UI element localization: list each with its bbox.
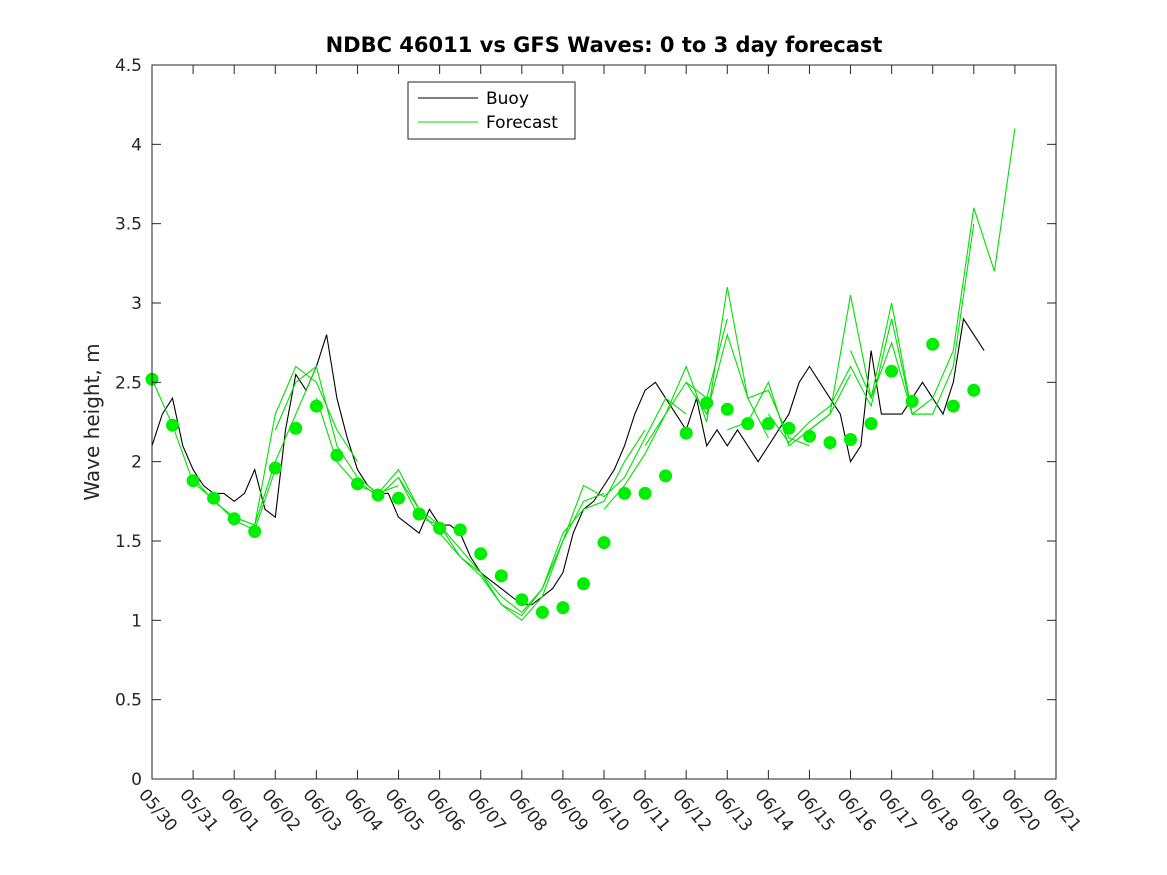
y-tick-label: 4.5 [115, 56, 142, 76]
x-tick-label: 06/10 [586, 785, 633, 835]
marker-layer [145, 337, 981, 619]
y-tick-label: 0 [131, 770, 142, 790]
x-tick-label: 06/07 [463, 785, 510, 835]
x-tick-label: 06/21 [1038, 785, 1085, 835]
forecast-point [741, 417, 755, 431]
x-tick-label: 06/20 [997, 785, 1044, 835]
y-axis: 0 0.5 1 1.5 2 2.5 3 3.5 4 4.5 [115, 56, 1056, 790]
x-tick-label: 06/14 [751, 785, 798, 835]
forecast-point [227, 512, 241, 526]
x-tick-label: 06/01 [216, 785, 263, 835]
y-tick-label: 3 [131, 294, 142, 314]
legend-box [407, 81, 576, 140]
forecast-point [823, 436, 837, 450]
x-tick-label: 06/15 [792, 785, 839, 835]
y-tick-label: 0.5 [115, 691, 142, 711]
x-tick-label: 06/13 [709, 785, 756, 835]
forecast-point [905, 394, 919, 408]
forecast-point [885, 364, 899, 378]
x-tick-label: 06/04 [340, 785, 387, 835]
forecast-point [494, 569, 508, 583]
forecast-point [309, 399, 323, 413]
forecast-point [967, 383, 981, 397]
forecast-point [248, 525, 262, 538]
forecast-point [392, 491, 405, 505]
legend-forecast-label: Forecast [486, 113, 558, 133]
forecast-point [453, 523, 467, 537]
forecast-member-line-18 [891, 128, 1016, 416]
forecast-point [926, 337, 940, 351]
forecast-point [679, 426, 693, 440]
forecast-point [474, 547, 488, 561]
forecast-point [761, 417, 775, 431]
forecast-point [207, 491, 221, 505]
y-axis-label: Wave height, m [80, 343, 104, 500]
forecast-member-line-15 [767, 318, 893, 444]
forecast-point [618, 486, 631, 500]
forecast-point [844, 433, 857, 446]
forecast-member-line-10 [562, 397, 687, 542]
y-tick-label: 4 [131, 135, 142, 155]
x-tick-label: 06/17 [874, 785, 921, 835]
forecast-point [659, 469, 673, 483]
x-tick-label: 06/16 [833, 785, 880, 835]
y-tick-label: 1.5 [115, 532, 142, 552]
x-tick-label: 06/09 [545, 785, 592, 835]
forecast-point [186, 474, 200, 488]
x-tick-label: 06/18 [915, 785, 962, 835]
x-tick-label: 05/30 [134, 785, 181, 835]
forecast-point [412, 507, 426, 521]
forecast-point [371, 488, 385, 502]
x-tick-label: 06/02 [257, 785, 304, 835]
forecast-point [556, 601, 570, 615]
forecast-point [803, 429, 816, 443]
chart-title: NDBC 46011 vs GFS Waves: 0 to 3 day fore… [326, 33, 883, 57]
forecast-point [946, 399, 960, 413]
x-tick-label: 06/03 [299, 785, 346, 835]
forecast-point [597, 536, 611, 550]
forecast-point [330, 448, 344, 462]
x-tick-label: 05/31 [175, 785, 222, 835]
x-tick-label: 06/08 [504, 785, 551, 835]
forecast-point [268, 461, 282, 475]
forecast-member-line-13 [685, 332, 810, 447]
y-tick-label: 3.5 [115, 215, 142, 235]
legend: Buoy Forecast [407, 81, 576, 140]
y-tick-label: 2.5 [115, 373, 142, 393]
x-tick-label: 06/05 [381, 785, 428, 835]
forecast-point [289, 421, 303, 435]
forecast-point [700, 396, 714, 410]
legend-buoy-label: Buoy [486, 89, 529, 109]
forecast-point [864, 417, 878, 431]
x-tick-label: 06/06 [422, 785, 469, 835]
forecast-point [535, 605, 549, 619]
y-tick-label: 2 [131, 453, 142, 473]
x-tick-label: 06/12 [668, 785, 715, 835]
forecast-point [638, 486, 652, 500]
x-tick-label: 06/19 [956, 785, 1003, 835]
forecast-point [351, 477, 364, 491]
y-tick-label: 1 [131, 611, 142, 631]
forecast-point [515, 593, 529, 607]
forecast-point [166, 418, 179, 432]
plot-background [152, 65, 1056, 779]
forecast-point [720, 402, 734, 416]
forecast-point [577, 577, 590, 591]
x-tick-label: 06/11 [627, 785, 674, 835]
forecast-member-line-9 [521, 429, 646, 613]
forecast-point [782, 421, 796, 435]
forecast-point [433, 521, 447, 535]
